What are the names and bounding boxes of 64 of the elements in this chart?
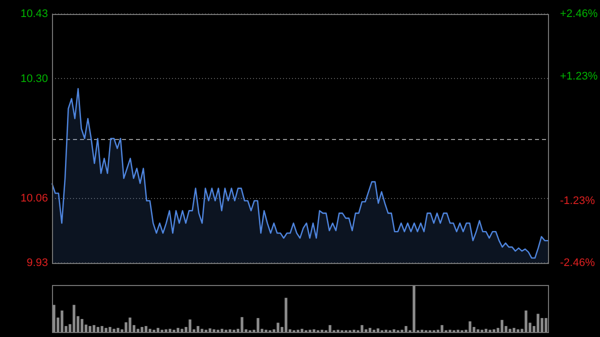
bar <box>88 326 92 332</box>
bar <box>468 321 472 332</box>
y2-tick-label: +2.46% <box>560 8 598 20</box>
bar <box>112 328 116 332</box>
bar <box>200 328 204 332</box>
bar <box>524 310 528 332</box>
bar <box>180 328 184 332</box>
bar <box>512 328 516 332</box>
bar <box>60 310 64 332</box>
bar <box>300 328 304 332</box>
bar <box>228 329 232 332</box>
bar <box>328 325 332 332</box>
bar <box>364 329 368 332</box>
bar <box>140 326 144 332</box>
bar <box>284 298 288 332</box>
y-tick-label: 9.93 <box>26 257 48 270</box>
bar <box>108 326 112 332</box>
bar <box>168 328 172 332</box>
bar <box>256 318 260 332</box>
bar <box>208 328 212 332</box>
bar <box>164 329 168 332</box>
bar <box>116 328 120 332</box>
bar <box>104 328 108 332</box>
bar <box>156 328 160 332</box>
bar <box>476 329 480 332</box>
bar <box>440 325 444 332</box>
bar <box>312 329 316 332</box>
bar <box>276 322 280 332</box>
bar <box>376 328 380 332</box>
bar <box>188 319 192 332</box>
bar <box>72 304 76 332</box>
bar <box>404 326 408 332</box>
bar <box>508 328 512 332</box>
bar <box>500 320 504 332</box>
bar <box>368 328 372 332</box>
y-tick-label: 10.30 <box>20 72 48 85</box>
bar <box>516 329 520 332</box>
bar <box>92 325 96 332</box>
bar <box>220 328 224 332</box>
bar <box>100 326 104 332</box>
y2-tick-label: -1.23% <box>560 194 596 207</box>
y-tick-label: 10.43 <box>20 8 48 20</box>
bar <box>392 329 396 332</box>
bar <box>196 326 200 332</box>
bar <box>360 325 364 332</box>
bar <box>544 318 548 332</box>
bar <box>492 329 496 332</box>
bar <box>540 318 544 332</box>
bar <box>96 326 100 332</box>
bar <box>136 328 140 332</box>
bar <box>52 304 56 332</box>
bar <box>536 314 540 332</box>
bar <box>212 329 216 332</box>
y-tick-label: 10.06 <box>20 192 48 204</box>
bar <box>80 318 84 332</box>
bar <box>128 318 132 332</box>
bar <box>240 317 244 332</box>
bar <box>148 328 152 332</box>
bar <box>176 328 180 332</box>
bar <box>144 326 148 332</box>
y2-tick-label: -2.46% <box>560 257 596 270</box>
y2-tick-label: +1.23% <box>560 70 598 82</box>
bar <box>412 285 416 332</box>
bar <box>484 328 488 332</box>
